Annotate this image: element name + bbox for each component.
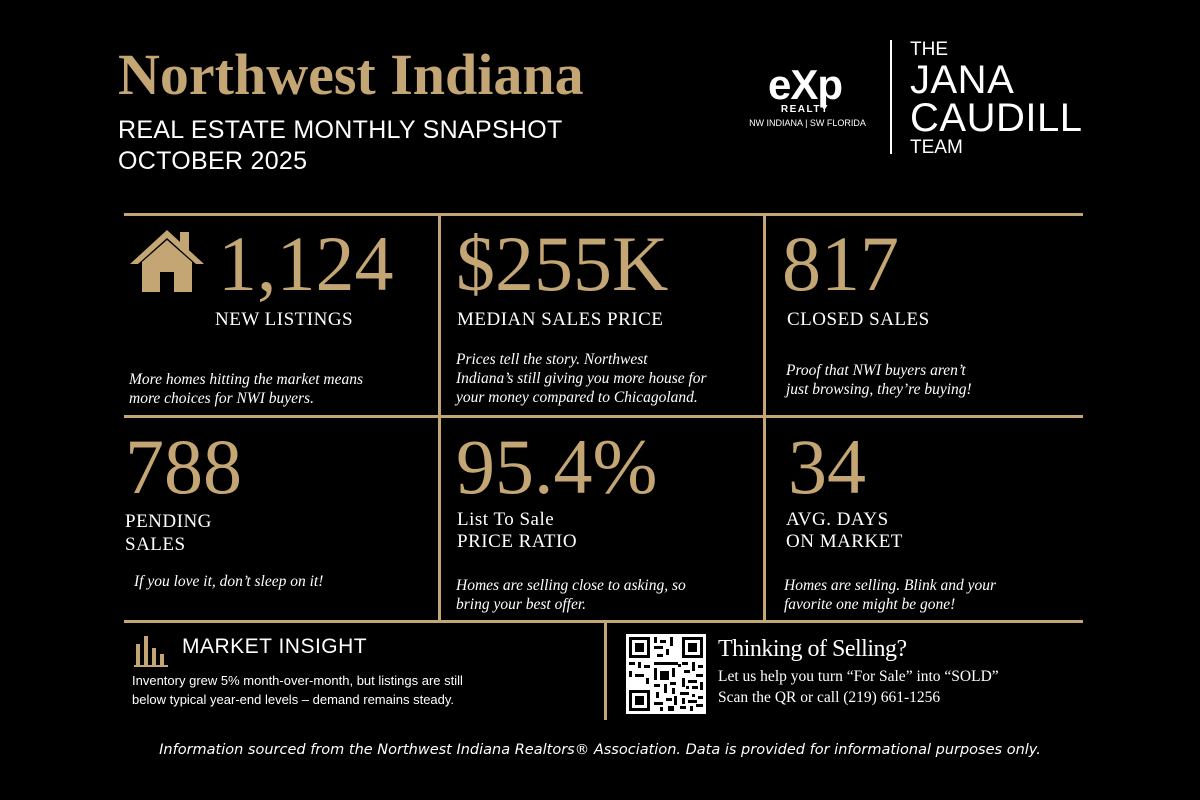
page-title: Northwest Indiana <box>118 42 584 107</box>
selling-contact: Scan the QR or call (219) 661-1256 <box>718 689 941 706</box>
insight-text: Inventory grew 5% month-over-month, but … <box>132 673 463 707</box>
exp-logo-realty: REALTY <box>780 104 830 115</box>
team-logo-jana: JANA <box>910 58 1015 102</box>
house-icon <box>130 230 204 292</box>
team-logo-the: THE <box>910 39 948 60</box>
stat-label-line2: SALES <box>125 534 186 555</box>
grid-line-bottom <box>124 620 1083 623</box>
selling-title: Thinking of Selling? <box>718 636 907 662</box>
stat-blurb: If you love it, don’t sleep on it! <box>134 573 324 590</box>
report-month: OCTOBER 2025 <box>118 147 308 175</box>
grid-line-vertical-insight <box>604 623 607 720</box>
stat-label: MEDIAN SALES PRICE <box>457 309 664 330</box>
stat-value: 95.4% <box>456 423 658 510</box>
stat-blurb: Homes are selling close to asking, so br… <box>456 577 686 613</box>
stat-label: CLOSED SALES <box>787 309 930 330</box>
footer-disclaimer: Information sourced from the Northwest I… <box>159 742 1041 758</box>
stat-blurb: Homes are selling. Blink and your favori… <box>784 577 997 613</box>
team-logo-team: TEAM <box>910 137 963 158</box>
qr-code-icon[interactable] <box>626 634 706 714</box>
stat-value: 1,124 <box>218 220 394 307</box>
exp-logo-mark: eXp <box>767 61 843 108</box>
logo-divider <box>890 40 892 154</box>
grid-line-top <box>124 213 1083 216</box>
stat-value: 817 <box>782 220 899 307</box>
stat-value: $255K <box>456 220 669 307</box>
stat-value: 788 <box>125 423 242 510</box>
grid-line-vertical-1 <box>438 213 441 623</box>
stat-label-line2: ON MARKET <box>786 531 903 552</box>
stat-blurb: Proof that NWI buyers aren’t just browsi… <box>786 362 972 398</box>
stat-label-line1: AVG. DAYS <box>786 509 889 530</box>
stat-label-line2: PRICE RATIO <box>457 531 578 552</box>
exp-logo-region: NW INDIANA | SW FLORIDA <box>749 118 866 128</box>
stat-blurb: Prices tell the story. Northwest Indiana… <box>456 351 707 406</box>
grid-line-vertical-2 <box>763 213 766 623</box>
team-logo-caudill: CAUDILL <box>910 96 1083 140</box>
stat-label-line1: PENDING <box>125 511 212 532</box>
grid-line-middle <box>124 415 1083 418</box>
bar-chart-icon <box>134 636 168 667</box>
page-subtitle: REAL ESTATE MONTHLY SNAPSHOT <box>118 116 563 144</box>
stat-blurb: More homes hitting the market means more… <box>129 371 364 407</box>
selling-tagline: Let us help you turn “For Sale” into “SO… <box>718 668 999 685</box>
insight-title: MARKET INSIGHT <box>182 635 368 658</box>
stat-label: NEW LISTINGS <box>215 309 354 330</box>
stat-value: 34 <box>788 423 866 510</box>
team-logo: THE JANA CAUDILL TEAM <box>910 38 1100 158</box>
exp-realty-logo: eXp REALTY NW INDIANA | SW FLORIDA <box>735 62 880 140</box>
stat-label-line1: List To Sale <box>457 509 555 530</box>
